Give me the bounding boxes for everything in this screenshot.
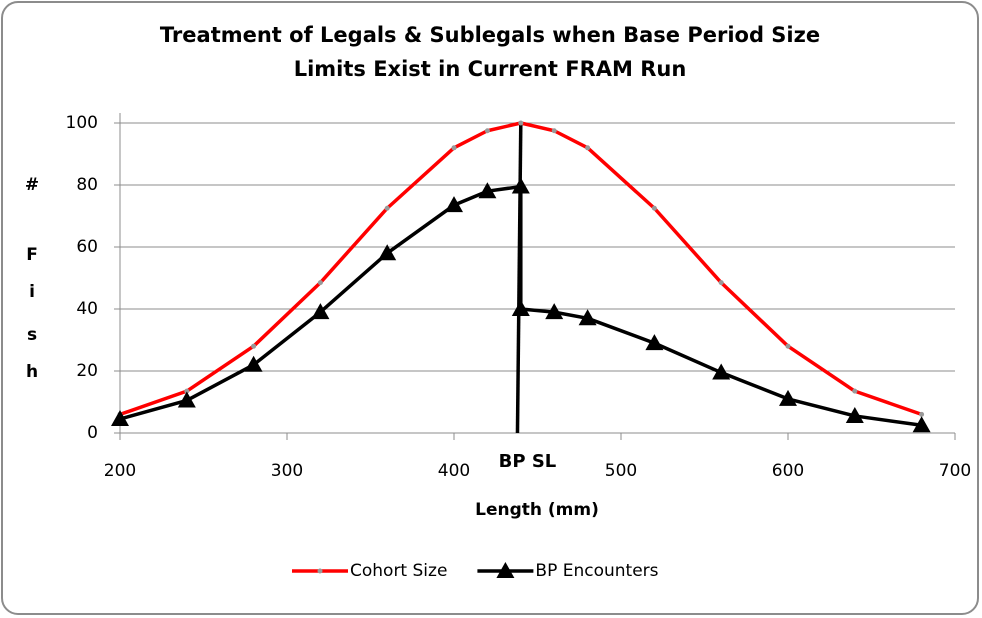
y-axis-label: # xyxy=(25,175,39,195)
x-axis-label: Length (mm) xyxy=(475,500,599,520)
x-tick-label: 400 xyxy=(438,461,470,481)
y-tick-label: 80 xyxy=(76,175,98,195)
data-point xyxy=(551,128,557,134)
y-tick-label: 20 xyxy=(76,361,98,381)
data-point xyxy=(852,388,858,394)
y-tick-label: 100 xyxy=(66,113,98,133)
data-point xyxy=(651,205,657,211)
data-point xyxy=(545,303,564,320)
data-point xyxy=(919,411,925,417)
y-axis-label: h xyxy=(26,362,38,382)
x-tick-label: 300 xyxy=(271,461,303,481)
y-axis-label: s xyxy=(27,325,37,345)
y-tick-label: 0 xyxy=(87,423,98,443)
data-point xyxy=(785,343,791,349)
data-point xyxy=(718,280,724,286)
x-tick-label: 700 xyxy=(939,461,971,481)
y-axis-label: i xyxy=(29,282,35,302)
data-point xyxy=(645,334,664,351)
chart-title: Limits Exist in Current FRAM Run xyxy=(294,57,687,81)
data-point xyxy=(585,145,591,151)
data-point xyxy=(244,355,263,372)
data-point xyxy=(251,343,257,349)
reference-label: BP SL xyxy=(499,451,557,472)
data-point xyxy=(845,406,864,423)
data-point xyxy=(578,309,597,326)
data-point xyxy=(177,391,196,408)
data-point xyxy=(484,128,490,134)
data-point xyxy=(779,389,797,406)
data-point xyxy=(912,416,931,433)
y-axis-label: F xyxy=(26,245,38,265)
y-tick-label: 60 xyxy=(76,237,98,257)
data-point xyxy=(511,177,530,194)
chart-title: Treatment of Legals & Sublegals when Bas… xyxy=(160,23,820,47)
data-point xyxy=(511,300,530,316)
legend-label: Cohort Size xyxy=(350,561,447,581)
data-point xyxy=(311,303,330,320)
x-tick-label: 500 xyxy=(605,461,637,481)
data-point xyxy=(111,410,129,427)
data-point xyxy=(478,182,497,199)
data-point xyxy=(518,120,524,126)
x-tick-label: 200 xyxy=(104,461,136,481)
data-point xyxy=(445,196,463,213)
data-point xyxy=(184,388,190,394)
data-point xyxy=(378,244,397,261)
legend-marker xyxy=(317,568,323,574)
data-point xyxy=(712,363,731,380)
data-point xyxy=(384,205,390,211)
series-line xyxy=(119,184,922,427)
data-point xyxy=(317,280,323,286)
data-point xyxy=(451,145,457,151)
x-tick-label: 600 xyxy=(772,461,804,481)
legend-marker xyxy=(496,562,515,578)
legend-label: BP Encounters xyxy=(535,561,658,581)
y-tick-label: 40 xyxy=(76,299,98,319)
